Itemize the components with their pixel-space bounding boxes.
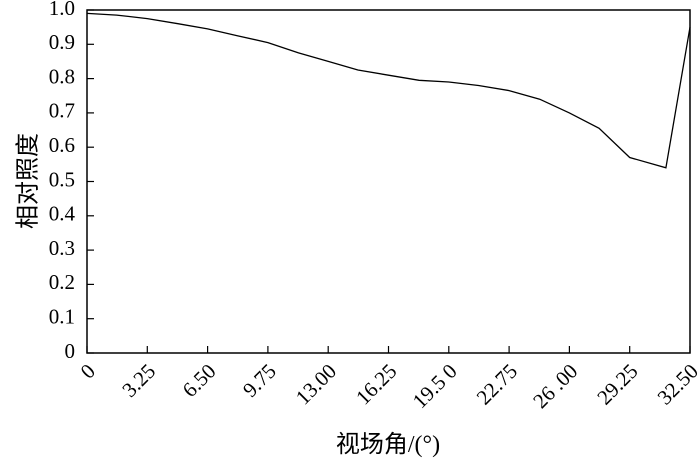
x-tick-label: 29.25 bbox=[592, 359, 642, 409]
y-tick-label: 0.1 bbox=[49, 305, 75, 329]
y-axis-ticks: 0 0.1 0.2 0.3 0.4 0.5 0.6 0.7 0.8 0.9 1.0 bbox=[49, 0, 94, 363]
x-tick-label: 16.25 bbox=[351, 359, 401, 409]
x-tick-label: 19.5 0 bbox=[408, 359, 462, 413]
y-tick-label: 0.8 bbox=[49, 64, 75, 88]
y-tick-label: 0 bbox=[65, 339, 76, 363]
x-tick-label: 0 bbox=[76, 359, 100, 383]
y-tick-label: 0.4 bbox=[49, 202, 76, 226]
series-line bbox=[86, 12, 691, 169]
y-tick-label: 0.7 bbox=[49, 99, 75, 123]
y-tick-label: 0.3 bbox=[49, 236, 75, 260]
x-tick-label: 26 .00 bbox=[528, 359, 582, 413]
x-axis-label: 视场角/(°) bbox=[336, 431, 440, 458]
x-axis-ticks: 0 3.25 6.50 9.75 13.00 16.25 19.5 0 22.75 26 .00… bbox=[76, 346, 700, 413]
x-tick-label: 22.75 bbox=[472, 359, 522, 409]
x-tick-label: 3.25 bbox=[117, 359, 160, 402]
x-tick-label: 13.00 bbox=[291, 359, 341, 409]
y-axis-label: 相对照度 bbox=[15, 133, 42, 229]
y-tick-label: 1.0 bbox=[49, 0, 75, 20]
y-tick-label: 0.9 bbox=[49, 30, 75, 54]
x-tick-label: 32.50 bbox=[653, 359, 700, 409]
y-tick-label: 0.6 bbox=[49, 133, 75, 157]
y-tick-label: 0.2 bbox=[49, 270, 75, 294]
plot-frame bbox=[86, 9, 691, 354]
x-tick-label: 9.75 bbox=[238, 359, 281, 402]
x-tick-label: 6.50 bbox=[178, 359, 221, 402]
y-tick-label: 0.5 bbox=[49, 167, 75, 191]
